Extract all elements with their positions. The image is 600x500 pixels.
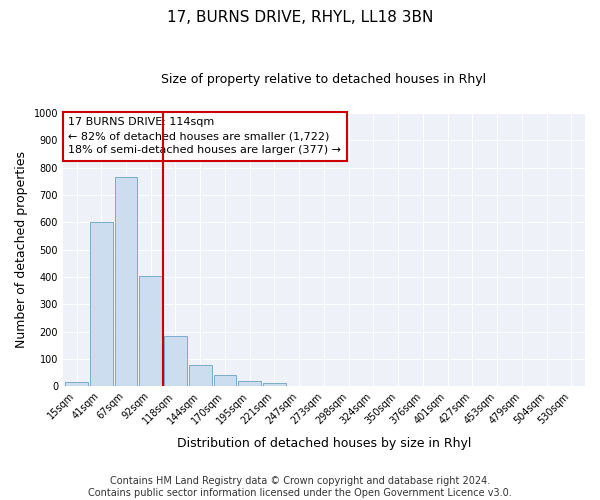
Bar <box>214 374 236 386</box>
Bar <box>164 336 187 386</box>
Text: Contains HM Land Registry data © Crown copyright and database right 2024.
Contai: Contains HM Land Registry data © Crown c… <box>88 476 512 498</box>
Title: Size of property relative to detached houses in Rhyl: Size of property relative to detached ho… <box>161 72 487 86</box>
X-axis label: Distribution of detached houses by size in Rhyl: Distribution of detached houses by size … <box>177 437 471 450</box>
Text: 17, BURNS DRIVE, RHYL, LL18 3BN: 17, BURNS DRIVE, RHYL, LL18 3BN <box>167 10 433 25</box>
Bar <box>90 222 113 386</box>
Bar <box>189 365 212 386</box>
Text: 17 BURNS DRIVE: 114sqm
← 82% of detached houses are smaller (1,722)
18% of semi-: 17 BURNS DRIVE: 114sqm ← 82% of detached… <box>68 117 341 155</box>
Bar <box>115 177 137 386</box>
Bar <box>65 382 88 386</box>
Bar <box>238 381 261 386</box>
Y-axis label: Number of detached properties: Number of detached properties <box>15 151 28 348</box>
Bar <box>139 276 162 386</box>
Bar <box>263 383 286 386</box>
